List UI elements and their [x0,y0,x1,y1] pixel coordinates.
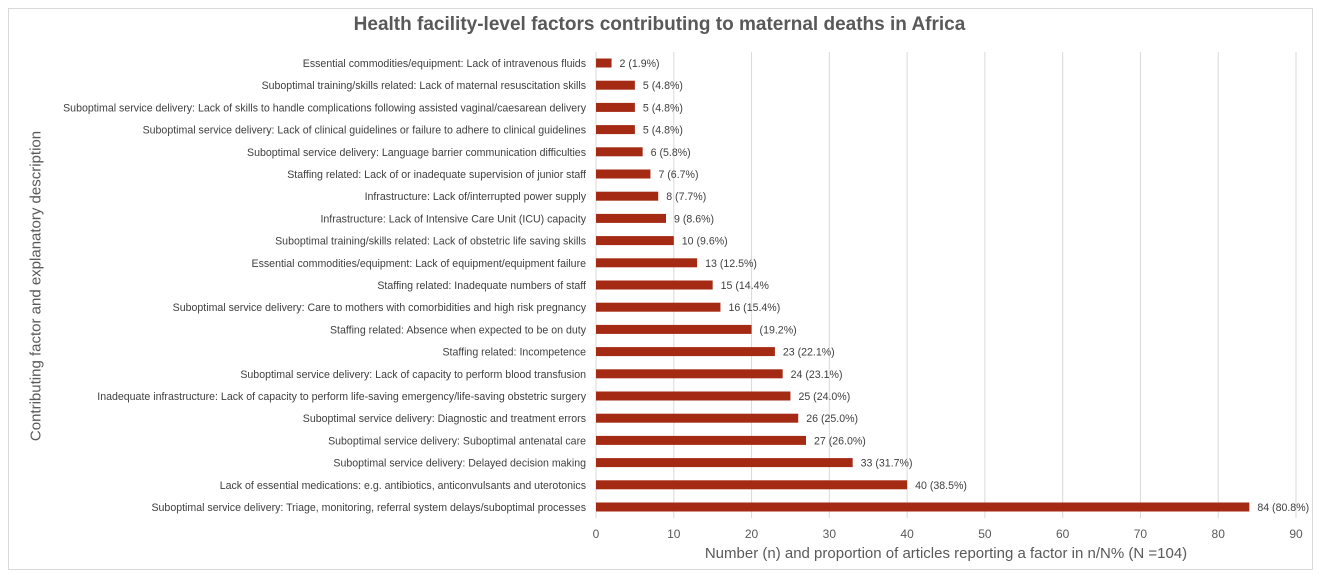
data-label: 5 (4.8%) [643,102,683,114]
chart-title: Health facility-level factors contributi… [353,14,966,35]
data-label: 5 (4.8%) [643,125,683,137]
data-label: 8 (7.7%) [666,191,706,203]
x-tick-label: 20 [745,527,759,541]
category-label: Suboptimal service delivery: Language ba… [247,147,586,159]
category-labels: Essential commodities/equipment: Lack of… [63,58,587,514]
x-tick-label: 0 [593,527,600,541]
category-label: Suboptimal service delivery: Triage, mon… [151,502,586,514]
data-label: 27 (26.0%) [814,435,866,447]
category-label: Inadequate infrastructure: Lack of capac… [97,391,586,403]
category-label: Suboptimal service delivery: Lack of cap… [240,369,586,381]
bar [596,280,713,290]
x-tick-labels: 0 10 20 30 40 50 60 70 80 90 [593,527,1303,541]
bar [596,369,783,379]
data-label: (19.2%) [760,324,797,336]
category-label: Suboptimal training/skills related: Lack… [275,236,586,248]
x-tick-label: 30 [823,527,837,541]
data-label: 33 (31.7%) [861,458,913,470]
x-tick-label: 90 [1289,527,1303,541]
data-label: 10 (9.6%) [682,236,728,248]
category-label: Essential commodities/equipment: Lack of… [303,58,586,70]
category-label: Lack of essential medications: e.g. anti… [220,480,586,492]
bar [596,236,674,246]
bar [596,347,775,357]
bar [596,502,1250,512]
data-label: 25 (24.0%) [798,391,850,403]
bar [596,147,643,157]
data-label: 5 (4.8%) [643,80,683,92]
bar [596,125,635,135]
data-label: 40 (38.5%) [915,480,967,492]
bar [596,458,853,468]
category-label: Infrastructure: Lack of Intensive Care U… [320,213,586,225]
data-label: 84 (80.8%) [1257,502,1309,514]
category-label: Suboptimal service delivery: Delayed dec… [333,458,586,470]
category-label: Suboptimal service delivery: Lack of ski… [63,102,587,114]
bar [596,80,635,90]
data-label: 26 (25.0%) [806,413,858,425]
data-label: 24 (23.1%) [791,369,843,381]
bar [596,413,799,423]
data-label: 7 (6.7%) [658,169,698,181]
x-tick-label: 10 [667,527,681,541]
bars [596,58,1250,512]
category-label: Staffing related: Absence when expected … [330,324,587,336]
gridlines [595,52,1297,518]
category-label: Suboptimal service delivery: Diagnostic … [303,413,586,425]
x-axis-label: Number (n) and proportion of articles re… [704,545,1188,562]
bar [596,169,651,179]
x-tick-label: 40 [900,527,914,541]
category-label: Suboptimal training/skills related: Lack… [262,80,586,92]
bar [596,324,752,334]
bar [596,480,908,490]
bar [596,302,721,312]
x-tick-label: 60 [1056,527,1070,541]
category-label: Staffing related: Inadequate numbers of … [377,280,586,292]
category-label: Staffing related: Lack of or inadequate … [287,169,586,181]
bar [596,213,666,223]
category-label: Suboptimal service delivery: Lack of cli… [143,125,586,137]
category-label: Suboptimal service delivery: Care to mot… [173,302,587,314]
data-label: 23 (22.1%) [783,347,835,359]
bar [596,391,791,401]
data-label: 15 (14.4% [721,280,770,292]
data-label: 9 (8.6%) [674,213,714,225]
bar [596,435,806,445]
data-label: 16 (15.4%) [728,302,780,314]
bar [596,102,635,112]
category-label: Suboptimal service delivery: Suboptimal … [328,435,586,447]
data-label: 6 (5.8%) [651,147,691,159]
category-label: Essential commodities/equipment: Lack of… [252,258,587,270]
bar [596,258,698,268]
category-label: Staffing related: Incompetence [442,347,586,359]
data-label: 13 (12.5%) [705,258,757,270]
data-labels: 2 (1.9%) 5 (4.8%) 5 (4.8%) 5 (4.8%) 6 (5.8%)… [620,58,1310,514]
x-tick-label: 50 [978,527,992,541]
category-label: Infrastructure: Lack of/interrupted powe… [365,191,587,203]
x-tick-label: 70 [1134,527,1148,541]
bar [596,191,659,201]
data-label: 2 (1.9%) [620,58,660,70]
bar [596,58,612,68]
x-tick-label: 80 [1212,527,1226,541]
